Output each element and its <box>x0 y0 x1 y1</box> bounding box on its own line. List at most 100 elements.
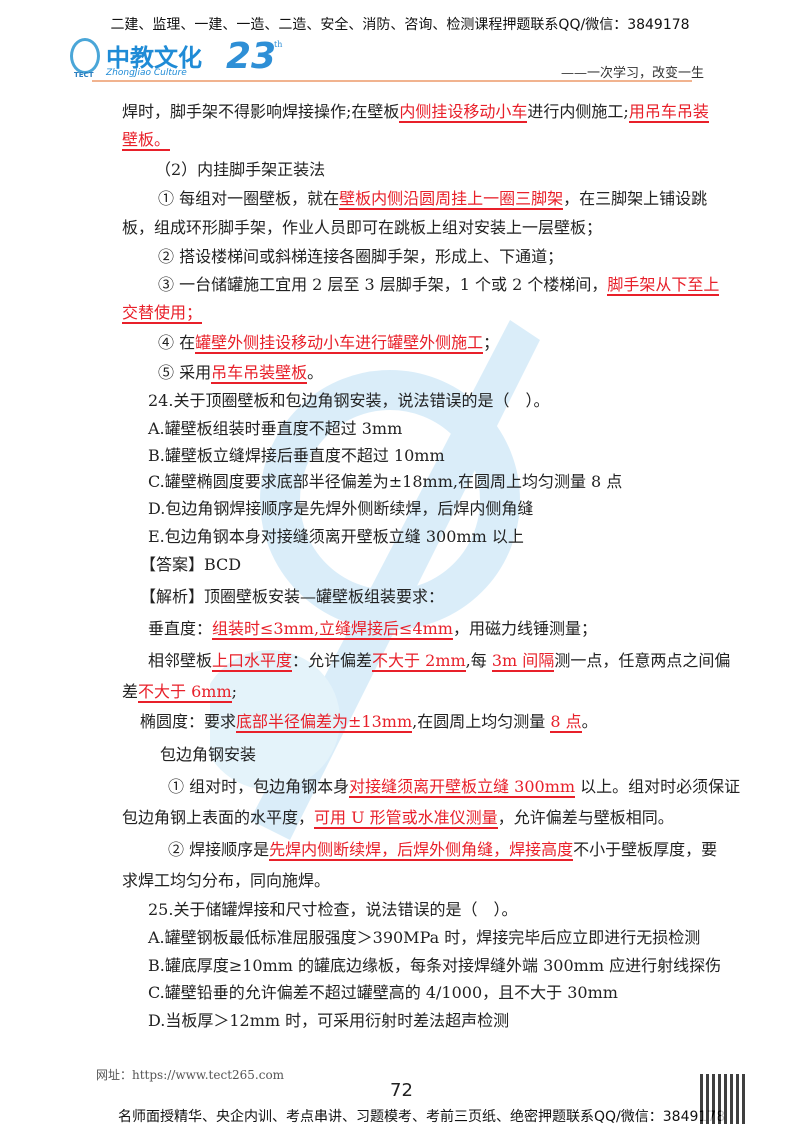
text-segment: ； <box>483 333 500 352</box>
highlighted-text: 吊车吊装壁板 <box>211 363 308 384</box>
logo-en: ZhongJiao Culture <box>106 68 187 78</box>
highlighted-text: 不大于 2mm <box>372 651 466 672</box>
text-segment: 不小于壁板厚度，要 <box>573 840 718 859</box>
highlighted-text: 上口水平度 <box>212 651 293 672</box>
text-line: ② 搭设楼梯间或斜梯连接各圈脚手架，形成上、下通道； <box>158 247 563 267</box>
text-line: ② 焊接顺序是先焊内侧断续焊，后焊外侧角缝，焊接高度不小于壁板厚度，要 <box>168 840 718 861</box>
logo-emblem-icon <box>70 38 100 74</box>
text-line: 垂直度：组装时≤3mm,立缝焊接后≤4mm，用磁力线锤测量； <box>148 619 597 640</box>
text-line: 【解析】顶圈壁板安装—罐壁板组装要求： <box>140 587 444 607</box>
text-line: 包边角钢安装 <box>160 745 256 765</box>
text-segment: 焊时，脚手架不得影响焊接操作;在壁板 <box>122 102 400 121</box>
highlighted-text: 3m 间隔 <box>491 651 555 672</box>
text-line: A.罐壁板组装时垂直度不超过 3mm <box>148 419 402 439</box>
text-line: D.当板厚＞12mm 时，可采用衍射时差法超声检测 <box>148 1011 509 1031</box>
highlighted-text: 底部半径偏差为±13mm <box>236 712 413 733</box>
text-line: 求焊工均匀分布，同向施焊。 <box>122 871 330 891</box>
text-line: D.包边角钢焊接顺序是先焊外侧断续焊，后焊内侧角缝 <box>148 499 533 519</box>
highlighted-text: 罐壁外侧挂设移动小车进行罐壁外侧施工 <box>195 333 484 354</box>
text-segment: 差 <box>122 682 139 701</box>
text-segment: ，允许偏差与壁板相同。 <box>497 808 674 827</box>
text-line: 交替使用； <box>122 303 203 324</box>
text-line: 差不大于 6mm; <box>122 682 238 703</box>
highlighted-text: 对接缝须离开壁板立缝 300mm <box>349 777 576 798</box>
text-segment: E.包边角钢本身对接缝须离开壁板立缝 300mm 以上 <box>148 527 524 546</box>
text-line: E.包边角钢本身对接缝须离开壁板立缝 300mm 以上 <box>148 527 524 547</box>
header-divider <box>92 80 692 82</box>
logo-cn: 中教文化 <box>106 44 202 72</box>
text-line: ③ 一台储罐施工宜用 2 层至 3 层脚手架，1 个或 2 个楼梯间，脚手架从下… <box>158 275 720 296</box>
highlighted-text: 8 点 <box>550 712 582 733</box>
text-line: 25.关于储罐焊接和尺寸检查，说法错误的是（ ）。 <box>148 900 517 920</box>
text-segment: 包边角钢安装 <box>160 745 257 764</box>
header-banner: 二建、监理、一建、一造、二造、安全、消防、咨询、检测课程押题联系QQ/微信：38… <box>110 17 690 33</box>
text-line: B.罐底厚度≥10mm 的罐底边缘板，每条对接焊缝外端 300mm 应进行射线探… <box>148 956 721 976</box>
text-segment: 【答案】BCD <box>140 555 242 574</box>
text-segment: ; <box>231 682 238 701</box>
text-segment: ① 组对时，包边角钢本身 <box>168 777 350 796</box>
slogan: ——一次学习，改变一生 <box>560 66 704 81</box>
logo: TECT 中教文化 ZhongJiao Culture 23 th <box>70 36 283 80</box>
text-segment: 25.关于储罐焊接和尺寸检查，说法错误的是（ ）。 <box>148 900 518 919</box>
text-line: 包边角钢上表面的水平度，可用 U 形管或水准仪测量，允许偏差与壁板相同。 <box>122 808 674 829</box>
text-segment: ⑤ 采用 <box>158 363 212 382</box>
logo-abbr: TECT <box>74 71 94 79</box>
text-segment: 垂直度： <box>148 619 213 638</box>
text-segment: C.罐壁椭圆度要求底部半径偏差为±18mm,在圆周上均匀测量 8 点 <box>148 472 623 491</box>
text-segment: 椭圆度：要求 <box>140 712 237 731</box>
highlighted-text: 组装时≤3mm,立缝焊接后≤4mm <box>212 619 453 640</box>
text-segment: 。 <box>307 363 324 382</box>
text-line: 焊时，脚手架不得影响焊接操作;在壁板内侧挂设移动小车进行内侧施工;用吊车吊装 <box>122 102 709 123</box>
text-line: 板，组成环形脚手架，作业人员即可在跳板上组对安装上一层壁板； <box>122 218 602 238</box>
text-segment: 【解析】顶圈壁板安装—罐壁板组装要求： <box>140 587 445 606</box>
text-segment: A.罐壁板组装时垂直度不超过 3mm <box>148 419 403 438</box>
text-line: C.罐壁铅垂的允许偏差不超过罐壁高的 4/1000，且不大于 30mm <box>148 983 618 1003</box>
text-segment: ② 搭设楼梯间或斜梯连接各圈脚手架，形成上、下通道； <box>158 247 564 266</box>
logo-suffix: th <box>274 40 283 49</box>
text-segment: ④ 在 <box>158 333 196 352</box>
highlighted-text: 可用 U 形管或水准仪测量 <box>314 808 498 829</box>
text-segment: ② 焊接顺序是 <box>168 840 270 859</box>
text-segment: ③ 一台储罐施工宜用 2 层至 3 层脚手架，1 个或 2 个楼梯间， <box>158 275 608 294</box>
text-line: ④ 在罐壁外侧挂设移动小车进行罐壁外侧施工； <box>158 333 500 354</box>
text-line: ① 组对时，包边角钢本身对接缝须离开壁板立缝 300mm 以上。组对时必须保证 <box>168 777 741 798</box>
highlighted-text: 内侧挂设移动小车 <box>399 102 528 123</box>
text-segment: （2）内挂脚手架正装法 <box>155 160 326 179</box>
text-segment: 板，组成环形脚手架，作业人员即可在跳板上组对安装上一层壁板； <box>122 218 603 237</box>
text-line: B.罐壁板立缝焊接后垂直度不超过 10mm <box>148 446 445 466</box>
text-segment: D.包边角钢焊接顺序是先焊外侧断续焊，后焊内侧角缝 <box>148 499 534 518</box>
text-line: 壁板。 <box>122 130 171 151</box>
footer-url[interactable]: 网址：https://www.tect265.com <box>96 1068 285 1082</box>
text-line: （2）内挂脚手架正装法 <box>155 160 325 180</box>
text-segment: ，在三脚架上铺设跳 <box>563 189 708 208</box>
qr-code-icon <box>700 1074 748 1124</box>
text-line: A.罐壁钢板最低标准屈服强度＞390MPa 时，焊接完毕后应立即进行无损检测 <box>148 928 700 948</box>
highlighted-text: 用吊车吊装 <box>628 102 709 123</box>
logo-anniversary: 23 <box>226 36 277 77</box>
text-segment: C.罐壁铅垂的允许偏差不超过罐壁高的 4/1000，且不大于 30mm <box>148 983 618 1002</box>
text-segment: 进行内侧施工; <box>527 102 629 121</box>
text-segment: B.罐壁板立缝焊接后垂直度不超过 10mm <box>148 446 445 465</box>
text-segment: 24.关于顶圈壁板和包边角钢安装，说法错误的是（ ）。 <box>148 391 550 410</box>
footer-text: 名师面授精华、央企内训、考点串讲、习题模考、考前三页纸、绝密押题联系QQ/微信：… <box>118 1109 726 1125</box>
text-segment: ,在圆周上均匀测量 <box>412 712 551 731</box>
text-segment: 测一点，任意两点之间偏 <box>554 651 731 670</box>
text-segment: ，用磁力线锤测量； <box>452 619 597 638</box>
text-segment: A.罐壁钢板最低标准屈服强度＞390MPa 时，焊接完毕后应立即进行无损检测 <box>148 928 701 947</box>
text-line: 椭圆度：要求底部半径偏差为±13mm,在圆周上均匀测量 8 点。 <box>140 712 598 733</box>
text-line: 相邻壁板上口水平度：允许偏差不大于 2mm,每 3m 间隔测一点，任意两点之间偏 <box>148 651 731 672</box>
highlighted-text: 先焊内侧断续焊，后焊外侧角缝，焊接高度 <box>269 840 574 861</box>
text-segment: 。 <box>581 712 598 731</box>
text-segment: 以上。组对时必须保证 <box>575 777 741 796</box>
text-line: C.罐壁椭圆度要求底部半径偏差为±18mm,在圆周上均匀测量 8 点 <box>148 472 622 492</box>
highlighted-text: 壁板内侧沿圆周挂上一圈三脚架 <box>339 189 564 210</box>
text-line: ⑤ 采用吊车吊装壁板。 <box>158 363 324 384</box>
watermark-logo-icon <box>210 320 540 840</box>
text-segment: 包边角钢上表面的水平度， <box>122 808 315 827</box>
text-line: ① 每组对一圈壁板，就在壁板内侧沿圆周挂上一圈三脚架，在三脚架上铺设跳 <box>158 189 708 210</box>
highlighted-text: 壁板。 <box>122 130 171 151</box>
text-line: 【答案】BCD <box>140 555 241 575</box>
page-number: 72 <box>390 1080 413 1101</box>
text-segment: D.当板厚＞12mm 时，可采用衍射时差法超声检测 <box>148 1011 510 1030</box>
text-segment: 求焊工均匀分布，同向施焊。 <box>122 871 331 890</box>
